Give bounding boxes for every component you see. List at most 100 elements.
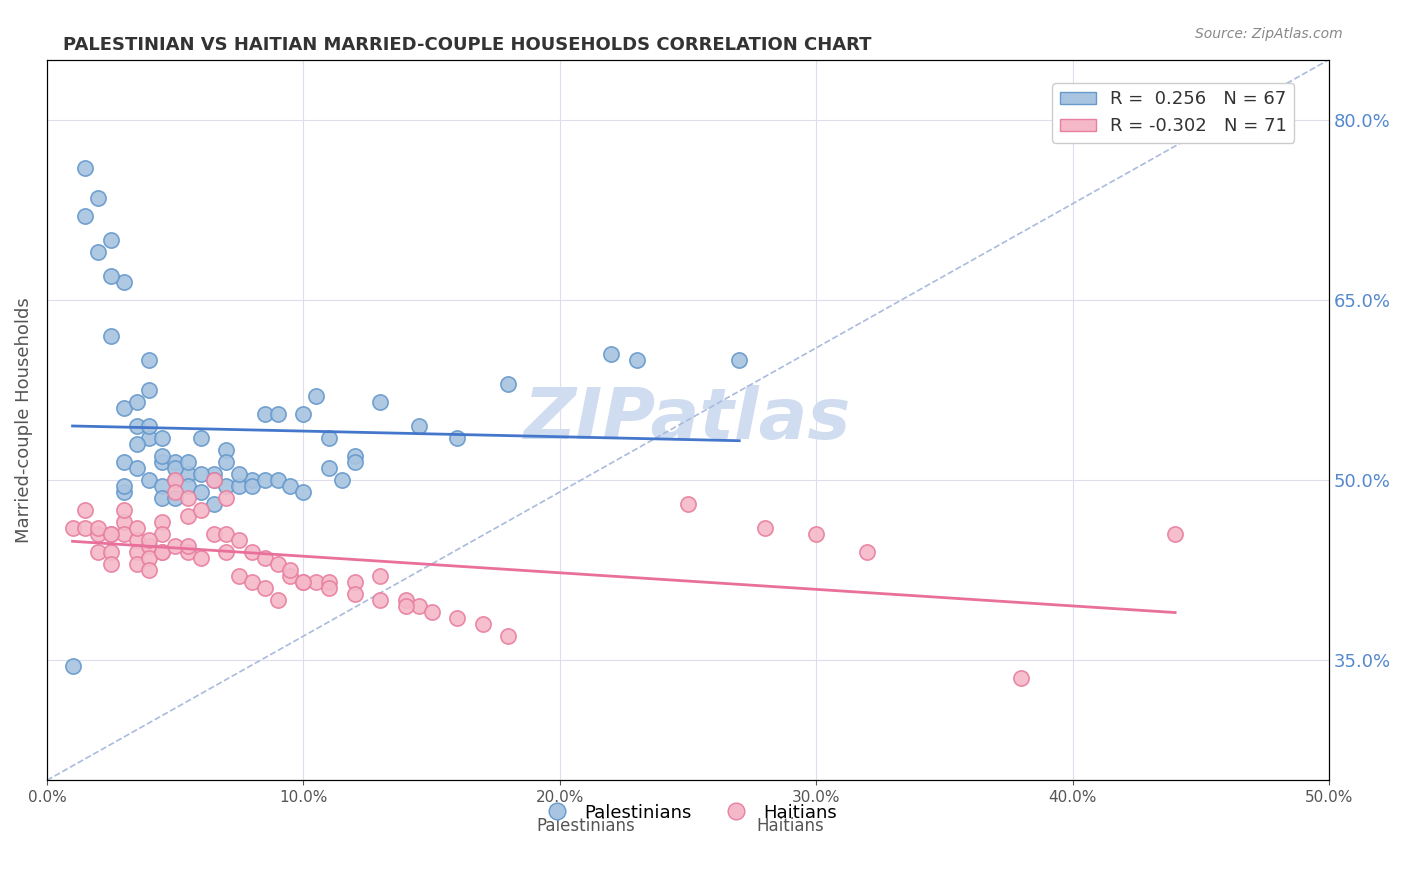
Point	[626, 352, 648, 367]
Point	[1164, 527, 1187, 541]
Point	[190, 551, 212, 566]
Point	[292, 575, 315, 590]
Point	[253, 581, 276, 595]
Point	[728, 352, 751, 367]
Point	[112, 275, 135, 289]
Point	[112, 503, 135, 517]
Point	[100, 527, 122, 541]
Point	[125, 395, 148, 409]
Point	[202, 473, 225, 487]
Point	[150, 431, 173, 445]
Point	[112, 401, 135, 415]
Point	[100, 329, 122, 343]
Point	[330, 473, 353, 487]
Point	[62, 521, 84, 535]
Point	[228, 479, 250, 493]
Text: Haitians: Haitians	[756, 817, 824, 835]
Point	[202, 473, 225, 487]
Point	[395, 593, 418, 607]
Point	[292, 575, 315, 590]
Point	[100, 557, 122, 571]
Point	[177, 539, 200, 553]
Point	[228, 533, 250, 547]
Point	[87, 244, 110, 259]
Point	[87, 545, 110, 559]
Point	[150, 449, 173, 463]
Point	[150, 491, 173, 505]
Point	[177, 455, 200, 469]
Point	[150, 479, 173, 493]
Point	[676, 497, 699, 511]
Point	[292, 407, 315, 421]
Point	[87, 521, 110, 535]
Point	[177, 479, 200, 493]
Point	[305, 389, 328, 403]
Point	[177, 509, 200, 524]
Point	[202, 467, 225, 481]
Point	[266, 557, 288, 571]
Point	[177, 545, 200, 559]
Point	[600, 347, 623, 361]
Point	[190, 485, 212, 500]
Legend: Palestinians, Haitians: Palestinians, Haitians	[531, 797, 845, 829]
Point	[318, 575, 340, 590]
Point	[240, 479, 263, 493]
Point	[280, 563, 302, 577]
Point	[125, 557, 148, 571]
Point	[408, 419, 430, 434]
Point	[87, 191, 110, 205]
Point	[343, 587, 366, 601]
Y-axis label: Married-couple Households: Married-couple Households	[15, 297, 32, 543]
Point	[138, 473, 160, 487]
Point	[754, 521, 776, 535]
Point	[395, 599, 418, 614]
Point	[343, 455, 366, 469]
Point	[100, 527, 122, 541]
Point	[112, 527, 135, 541]
Point	[318, 461, 340, 475]
Point	[343, 449, 366, 463]
Point	[150, 545, 173, 559]
Point	[75, 161, 97, 175]
Point	[100, 268, 122, 283]
Point	[318, 431, 340, 445]
Point	[190, 431, 212, 445]
Point	[368, 395, 391, 409]
Point	[165, 485, 187, 500]
Point	[856, 545, 879, 559]
Point	[62, 659, 84, 673]
Point	[150, 527, 173, 541]
Point	[75, 209, 97, 223]
Point	[368, 593, 391, 607]
Text: ZIPatlas: ZIPatlas	[524, 385, 852, 454]
Point	[138, 551, 160, 566]
Point	[150, 515, 173, 529]
Point	[215, 545, 238, 559]
Point	[280, 479, 302, 493]
Point	[292, 485, 315, 500]
Point	[165, 455, 187, 469]
Point	[240, 545, 263, 559]
Point	[100, 545, 122, 559]
Point	[165, 461, 187, 475]
Point	[125, 419, 148, 434]
Point	[408, 599, 430, 614]
Point	[125, 545, 148, 559]
Point	[215, 442, 238, 457]
Point	[177, 467, 200, 481]
Point	[266, 473, 288, 487]
Point	[138, 533, 160, 547]
Point	[266, 407, 288, 421]
Point	[498, 376, 520, 391]
Point	[112, 515, 135, 529]
Point	[368, 569, 391, 583]
Point	[215, 455, 238, 469]
Point	[498, 629, 520, 643]
Point	[253, 551, 276, 566]
Point	[125, 437, 148, 451]
Point	[266, 593, 288, 607]
Point	[240, 575, 263, 590]
Point	[165, 539, 187, 553]
Point	[343, 575, 366, 590]
Point	[100, 233, 122, 247]
